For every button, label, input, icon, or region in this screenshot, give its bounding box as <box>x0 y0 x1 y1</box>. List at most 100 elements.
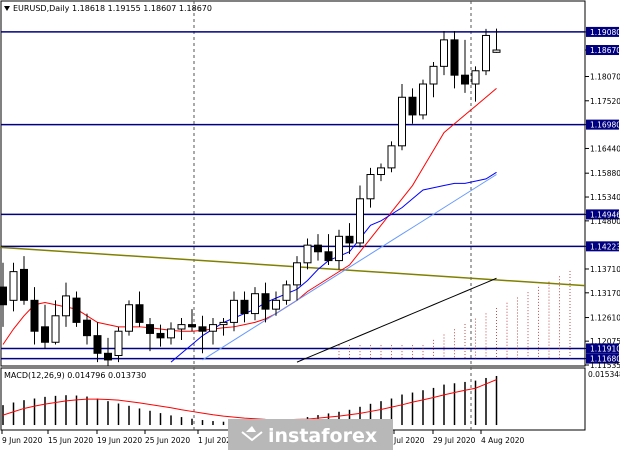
candle-body <box>209 324 217 332</box>
candle[interactable] <box>51 300 60 345</box>
candle[interactable] <box>356 185 364 248</box>
candle-body <box>167 328 175 339</box>
price-label-box <box>586 353 619 364</box>
candle[interactable] <box>0 262 7 327</box>
candle[interactable] <box>251 287 259 321</box>
candle[interactable] <box>492 28 501 53</box>
price-label: 1.12075 <box>590 337 620 346</box>
candle[interactable] <box>93 322 102 363</box>
candle[interactable] <box>377 163 385 182</box>
candle[interactable] <box>429 61 438 98</box>
candle[interactable] <box>272 291 280 316</box>
candle[interactable] <box>9 262 18 312</box>
price-label: 1.16440 <box>590 144 620 153</box>
candle[interactable] <box>387 141 396 173</box>
price-label: 1.14946 <box>590 210 620 219</box>
price-label: 1.14223 <box>590 242 620 251</box>
candle-body <box>240 299 249 315</box>
macd-signal-line <box>2 379 497 421</box>
candle[interactable] <box>20 256 28 305</box>
candle[interactable] <box>219 317 228 336</box>
time-label: 29 Jul 2020 <box>433 436 476 445</box>
price-label-box <box>586 119 619 130</box>
candle[interactable] <box>72 291 81 327</box>
candle[interactable] <box>282 280 291 305</box>
candle[interactable] <box>167 322 175 345</box>
candle-body <box>450 39 459 76</box>
price-axis: 1.19080 1.18670 1.18070 1.17520 1.16980 1.164… <box>585 26 620 370</box>
price-label: 1.17520 <box>590 97 620 106</box>
candle[interactable] <box>482 28 490 76</box>
candle[interactable] <box>209 317 217 345</box>
time-label: Jul 2020 <box>393 436 425 445</box>
time-axis: 9 Jun 2020 15 Jun 2020 19 Jun 2020 25 Jun 2… <box>1 430 524 445</box>
candle[interactable] <box>230 291 238 332</box>
macd-title: MACD(12,26,9) 0.014796 0.013730 <box>4 371 146 380</box>
candle[interactable] <box>398 84 406 151</box>
candle[interactable] <box>261 282 270 323</box>
candle[interactable] <box>408 88 417 124</box>
price-label: 1.19080 <box>590 28 620 37</box>
price-label: 1.11680 <box>590 355 620 364</box>
candle-body <box>408 96 417 116</box>
candle-body <box>30 299 39 332</box>
candle[interactable] <box>293 256 301 301</box>
price-label: 1.18070 <box>590 73 620 82</box>
time-label: 19 Jun 2020 <box>97 436 142 445</box>
candle-body <box>482 34 490 72</box>
candle[interactable] <box>41 304 49 349</box>
candle[interactable] <box>461 39 469 93</box>
candle-body <box>461 74 469 85</box>
candle[interactable] <box>156 324 165 347</box>
candle[interactable] <box>314 234 322 261</box>
candle[interactable] <box>303 238 312 270</box>
candle[interactable] <box>450 31 459 89</box>
price-label-box <box>586 209 619 220</box>
candle-body <box>62 295 70 317</box>
candle[interactable] <box>177 317 186 341</box>
candle[interactable] <box>324 234 333 266</box>
collapse-triangle-icon[interactable] <box>4 6 10 11</box>
candle-body <box>41 326 49 343</box>
candle[interactable] <box>419 79 427 120</box>
candle-body <box>93 335 102 354</box>
candle-body <box>9 271 18 301</box>
price-label: 1.16980 <box>590 121 620 130</box>
candle[interactable] <box>125 300 133 336</box>
candle[interactable] <box>146 317 154 352</box>
candle[interactable] <box>335 229 343 270</box>
candle[interactable] <box>30 287 39 345</box>
candle[interactable] <box>471 66 480 102</box>
candle[interactable] <box>198 315 207 354</box>
candle-body <box>303 244 312 264</box>
candle[interactable] <box>240 291 249 323</box>
candle-body <box>251 293 259 315</box>
candle[interactable] <box>188 309 196 332</box>
candle[interactable] <box>104 337 112 367</box>
candle[interactable] <box>440 31 448 76</box>
candle-body <box>146 324 154 334</box>
price-label-box <box>586 241 619 252</box>
candle[interactable] <box>135 291 144 327</box>
candle-body <box>398 96 406 147</box>
time-label: 15 Jun 2020 <box>48 436 93 445</box>
candle-body <box>377 167 385 176</box>
candle[interactable] <box>62 282 70 327</box>
price-label: 1.11910 <box>590 344 620 353</box>
candle-body <box>345 235 354 244</box>
candle[interactable] <box>345 223 354 254</box>
candle[interactable] <box>83 313 91 345</box>
candle-body <box>335 235 343 262</box>
watermark-logo-icon <box>241 426 263 442</box>
trendline[interactable] <box>0 246 586 287</box>
candle[interactable] <box>366 167 375 208</box>
candle-body <box>177 324 186 330</box>
candle-body <box>125 304 133 332</box>
candle-body <box>282 284 291 301</box>
candle[interactable] <box>114 326 123 363</box>
price-label: 1.14800 <box>590 217 620 226</box>
candle-body <box>83 319 91 337</box>
candle-body <box>188 324 196 328</box>
